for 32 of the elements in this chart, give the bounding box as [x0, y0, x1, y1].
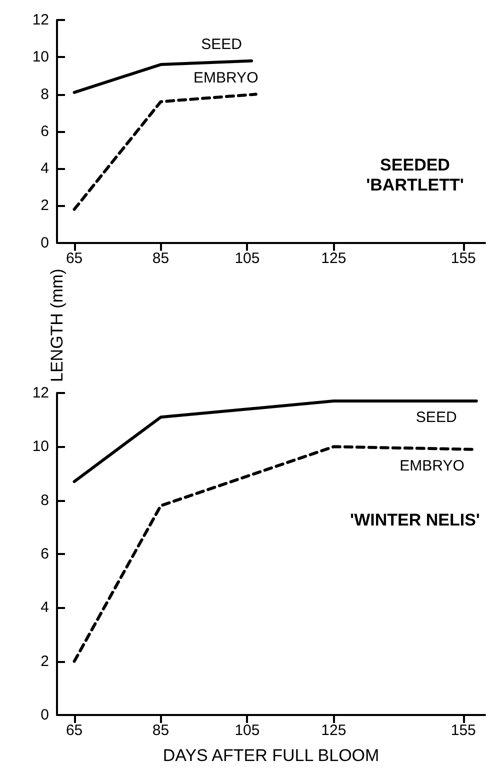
x-tick-label: 85 [152, 250, 170, 267]
y-tick-label: 4 [40, 160, 49, 178]
x-tick-label: 105 [234, 250, 260, 267]
y-tick-label: 6 [40, 122, 49, 140]
y-tick-label: 10 [32, 438, 49, 456]
y-tick-label: 10 [32, 48, 49, 66]
y-tick-label: 4 [40, 599, 49, 616]
y-tick-label: 6 [40, 546, 49, 562]
series-label: SEED [201, 36, 242, 53]
y-tick-label: 8 [40, 492, 49, 509]
series-label: EMBRYO [400, 457, 464, 474]
y-tick-label: 0 [40, 706, 49, 724]
x-tick-label: 85 [152, 722, 170, 739]
y-axis-title: LENGTH (mm) [48, 268, 66, 382]
x-tick-label: 155 [450, 722, 476, 739]
series-label: EMBRYO [193, 69, 258, 86]
x-tick-label: 65 [66, 250, 83, 267]
x-tick-label: 125 [321, 722, 346, 739]
text: 'WINTER NELIS' [350, 510, 480, 530]
x-tick-label: 125 [321, 250, 346, 267]
series-label: SEED [416, 409, 457, 426]
x-tick-label: 65 [66, 722, 83, 739]
x-tick-label: 155 [450, 250, 476, 267]
y-tick-label: 12 [32, 12, 49, 28]
y-tick-label: 2 [40, 197, 49, 214]
text: SEEDED 'BARTLETT' [366, 156, 464, 194]
y-tick-label: 12 [32, 384, 49, 402]
x-axis-title: DAYS AFTER FULL BLOOM [162, 746, 380, 765]
y-tick-label: 8 [40, 86, 49, 103]
x-tick-label: 105 [234, 722, 260, 739]
y-tick-label: 2 [40, 652, 49, 670]
y-tick-label: 0 [40, 234, 49, 252]
